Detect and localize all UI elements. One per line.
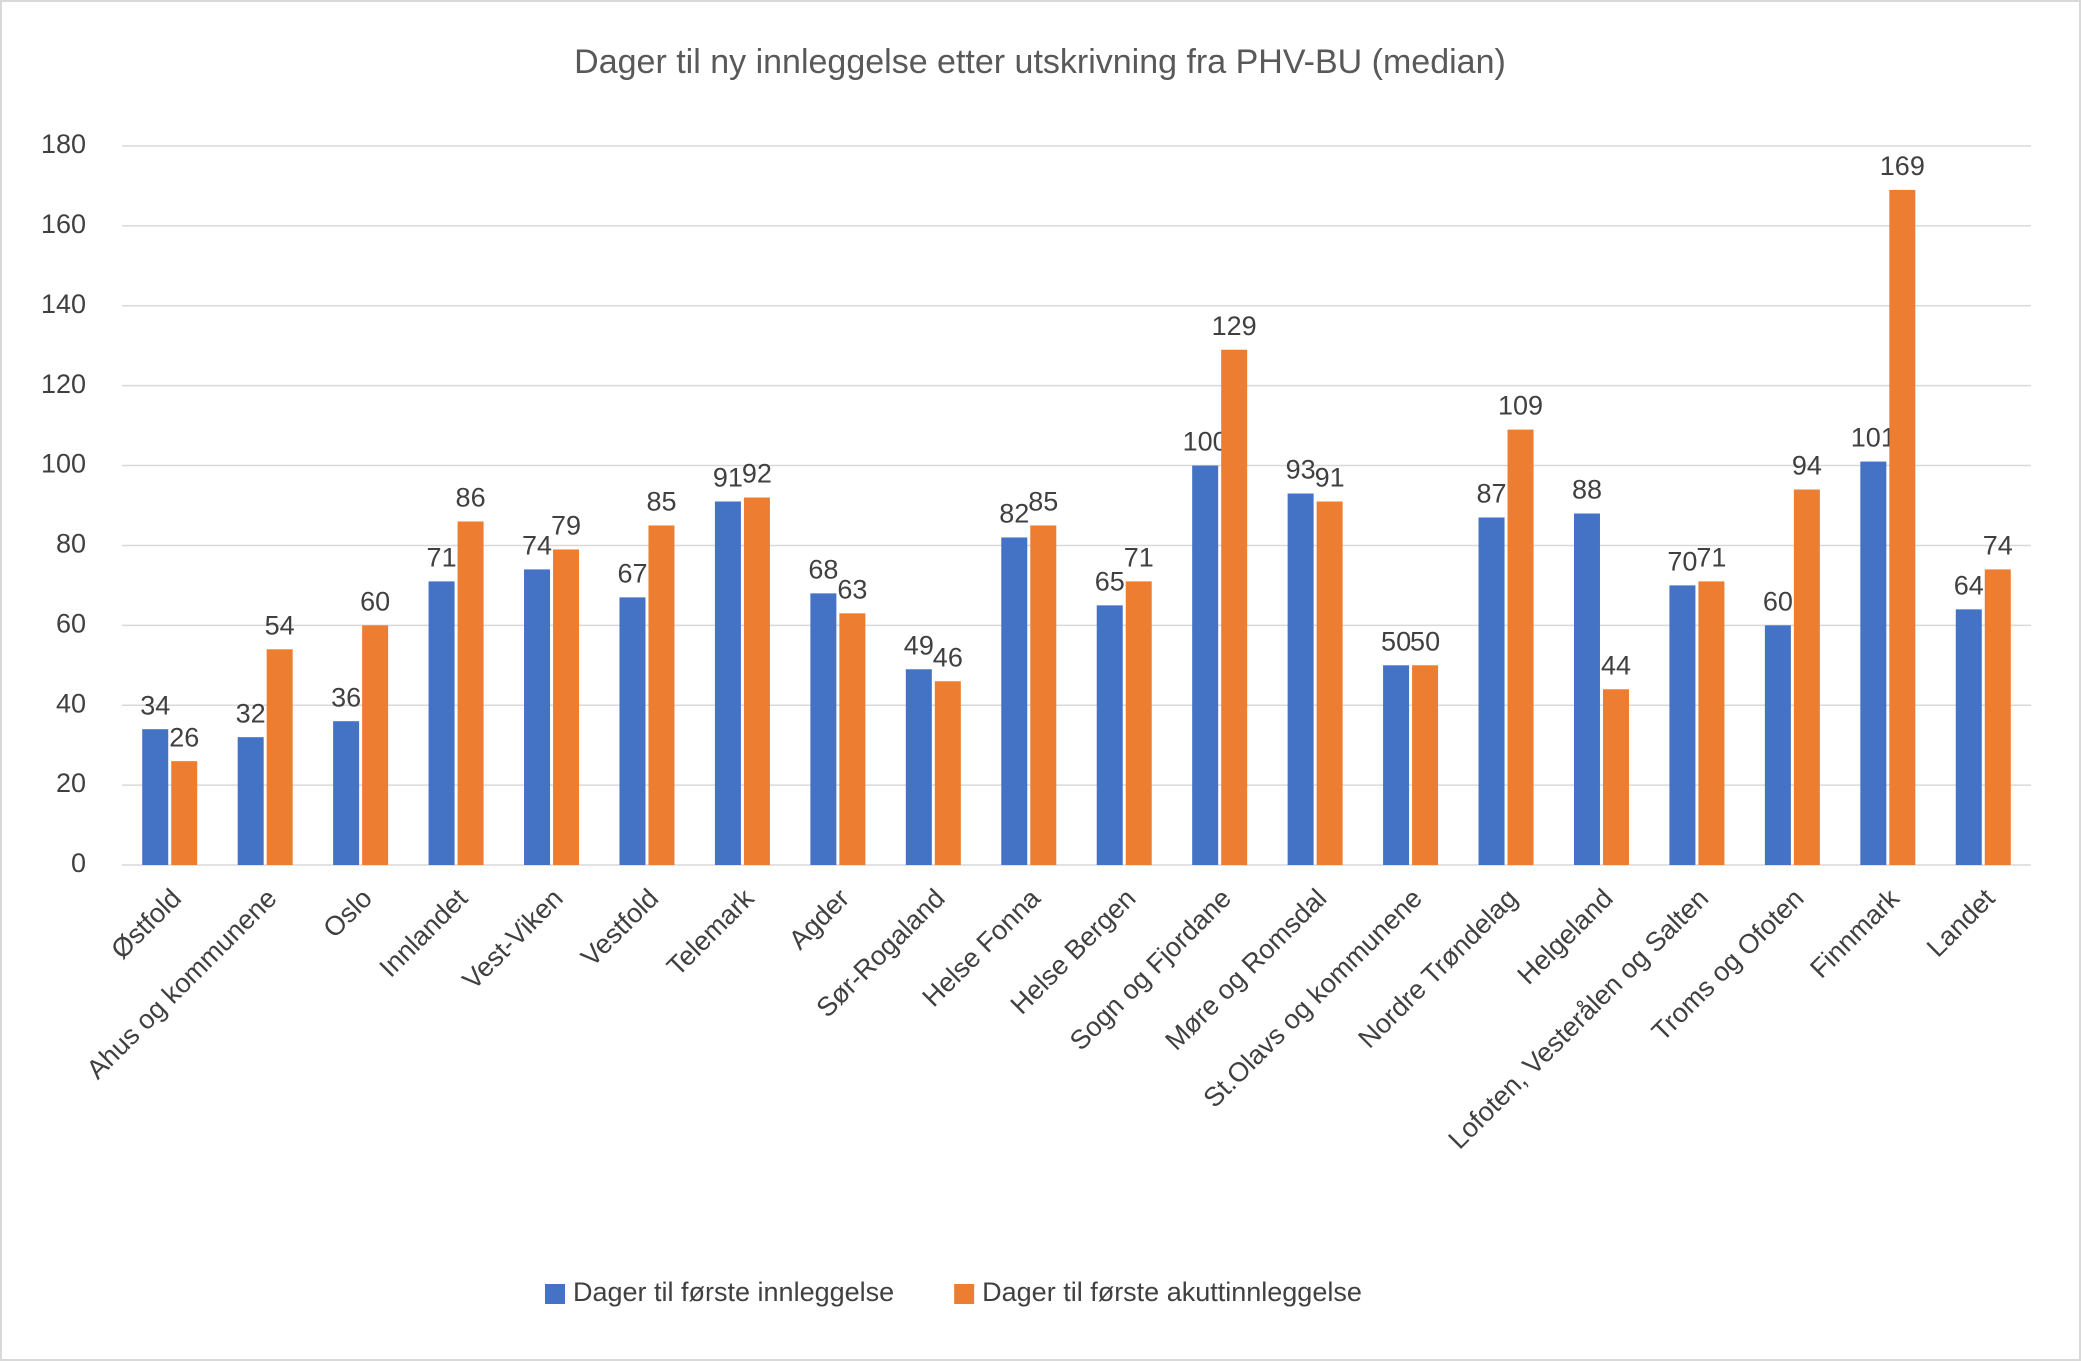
data-label: 85 — [646, 487, 676, 517]
data-label: 85 — [1028, 487, 1058, 517]
bar — [1030, 525, 1057, 865]
y-tick-label: 80 — [56, 529, 86, 559]
data-label: 60 — [360, 586, 390, 616]
data-label: 54 — [265, 610, 295, 640]
bar — [1125, 581, 1152, 865]
data-label: 87 — [1477, 479, 1507, 509]
data-label: 67 — [617, 558, 647, 588]
bar — [1793, 489, 1820, 865]
bar — [743, 497, 770, 865]
bar — [237, 737, 264, 865]
data-label: 46 — [933, 642, 963, 672]
y-tick-label: 120 — [41, 369, 86, 399]
data-label: 50 — [1410, 626, 1440, 656]
data-label: 71 — [1696, 543, 1726, 573]
bar — [1955, 609, 1982, 865]
data-label: 60 — [1763, 586, 1793, 616]
bar — [839, 613, 866, 865]
legend-label: Dager til første akuttinnleggelse — [982, 1277, 1362, 1307]
bar — [905, 669, 932, 865]
data-label: 64 — [1954, 570, 1984, 600]
bar — [1221, 349, 1248, 865]
bar — [1096, 605, 1123, 865]
bar — [1698, 581, 1725, 865]
bar — [1316, 501, 1343, 865]
data-label: 101 — [1851, 423, 1896, 453]
bar — [1383, 665, 1410, 865]
bar — [142, 729, 169, 865]
bar — [266, 649, 293, 865]
y-tick-label: 160 — [41, 209, 86, 239]
data-label: 71 — [427, 543, 457, 573]
bar — [457, 521, 484, 865]
y-tick-label: 180 — [41, 129, 86, 159]
bar — [1001, 537, 1028, 865]
data-label: 169 — [1880, 151, 1925, 181]
bar — [1669, 585, 1696, 865]
bar — [1984, 569, 2011, 865]
y-tick-label: 140 — [41, 289, 86, 319]
data-label: 88 — [1572, 475, 1602, 505]
bar — [1764, 625, 1791, 865]
bar — [1889, 189, 1916, 865]
bar — [1507, 429, 1534, 865]
y-tick-label: 0 — [71, 848, 86, 878]
legend-swatch — [545, 1284, 565, 1304]
data-label: 34 — [140, 690, 170, 720]
data-label: 49 — [904, 630, 934, 660]
bar — [333, 721, 360, 865]
data-label: 93 — [1286, 455, 1316, 485]
data-label: 94 — [1792, 451, 1822, 481]
bar — [810, 593, 837, 865]
bar — [714, 501, 741, 865]
data-label: 50 — [1381, 626, 1411, 656]
y-tick-label: 20 — [56, 768, 86, 798]
data-label: 44 — [1601, 650, 1631, 680]
y-tick-label: 100 — [41, 449, 86, 479]
bar — [553, 549, 580, 865]
bar — [934, 681, 961, 865]
y-tick-label: 40 — [56, 688, 86, 718]
data-label: 79 — [551, 511, 581, 541]
y-tick-label: 60 — [56, 608, 86, 638]
data-label: 63 — [837, 574, 867, 604]
data-label: 70 — [1667, 547, 1697, 577]
bar — [1287, 493, 1314, 865]
data-label: 74 — [1983, 531, 2013, 561]
data-label: 86 — [456, 483, 486, 513]
bar — [428, 581, 455, 865]
bar — [1602, 689, 1629, 865]
bar — [1412, 665, 1439, 865]
bar — [1573, 513, 1600, 865]
data-label: 109 — [1498, 391, 1543, 421]
legend-label: Dager til første innleggelse — [573, 1277, 894, 1307]
data-label: 26 — [169, 722, 199, 752]
bar — [1478, 517, 1505, 865]
data-label: 129 — [1212, 311, 1257, 341]
bar — [171, 761, 198, 865]
data-label: 65 — [1095, 566, 1125, 596]
bar — [362, 625, 389, 865]
bar — [648, 525, 675, 865]
bar — [524, 569, 551, 865]
data-label: 74 — [522, 531, 552, 561]
bar — [619, 597, 646, 865]
data-label: 71 — [1124, 543, 1154, 573]
legend-swatch — [954, 1284, 975, 1304]
data-label: 32 — [236, 698, 266, 728]
bar — [1860, 461, 1887, 865]
data-label: 100 — [1183, 427, 1228, 457]
bar — [1192, 465, 1219, 865]
data-label: 68 — [808, 555, 838, 585]
data-label: 91 — [713, 463, 743, 493]
chart-title: Dager til ny innleggelse etter utskrivni… — [574, 43, 1506, 81]
data-label: 82 — [999, 499, 1029, 529]
data-label: 92 — [742, 459, 772, 489]
data-label: 36 — [331, 682, 361, 712]
data-label: 91 — [1315, 463, 1345, 493]
